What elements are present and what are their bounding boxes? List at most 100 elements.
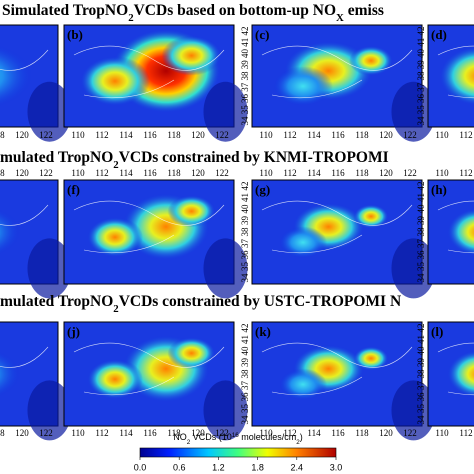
map-panel [251, 321, 436, 441]
lon-tick-label: 122 [403, 168, 417, 178]
lon-tick-label: 110 [71, 428, 85, 438]
lat-tick-label: 40 [240, 346, 250, 356]
lat-tick-label: 34 [240, 116, 250, 126]
lat-tick-label: 42 [416, 27, 426, 36]
lon-tick-label: 110 [435, 428, 449, 438]
colorbar-tick-label: 0.0 [134, 462, 147, 472]
panel-label: (g) [255, 182, 270, 197]
map-panel [0, 179, 72, 299]
concentration-area [0, 44, 33, 108]
lon-tick-label: 112 [95, 168, 108, 178]
concentration-area [87, 359, 143, 400]
lat-tick-label: 36 [416, 250, 426, 260]
text-part: mulated TropNO [0, 149, 113, 166]
concentration-area [161, 35, 222, 76]
boundary [261, 200, 413, 254]
lon-tick-label: 120 [379, 168, 393, 178]
concentration-area [279, 226, 327, 259]
lat-tick-label: 38 [416, 71, 426, 81]
map-panel [427, 321, 474, 427]
lon-tick-label: 120 [191, 428, 205, 438]
subscript: 2 [113, 303, 118, 315]
panel-label: (d) [431, 27, 447, 42]
lat-tick-label: 34 [416, 116, 426, 126]
lon-tick-label: 120 [379, 428, 393, 438]
lat-tick-label: 41 [416, 38, 426, 47]
lat-tick-label: 39 [416, 358, 426, 368]
lon-tick-label: 114 [307, 130, 321, 140]
lon-tick-label: 110 [435, 168, 449, 178]
concentration-area [80, 56, 150, 107]
map-panel [63, 321, 248, 441]
subscript: X [336, 12, 344, 24]
text-part: NO [173, 432, 187, 442]
lon-tick-label: 116 [331, 428, 345, 438]
lat-tick-label: 39 [240, 60, 250, 70]
lon-tick-label: 112 [95, 428, 108, 438]
lon-tick-label: 122 [215, 130, 229, 140]
map-panel [0, 321, 72, 441]
lat-tick-label: 42 [240, 27, 250, 36]
map-panel [63, 179, 248, 299]
coast-area [391, 380, 436, 441]
lat-tick-label: 41 [416, 193, 426, 202]
lat-tick-label: 40 [240, 204, 250, 214]
lon-tick-label: 112 [459, 168, 472, 178]
lon-tick-label: 116 [143, 428, 157, 438]
lat-tick-label: 42 [240, 324, 250, 333]
lon-tick-label: 118 [355, 130, 369, 140]
lon-tick-label: 112 [283, 130, 296, 140]
lon-tick-label: 120 [15, 130, 29, 140]
lat-tick-label: 37 [240, 82, 250, 92]
boundary [437, 200, 474, 254]
coast-area [203, 380, 248, 441]
coast-area [203, 238, 248, 299]
lon-tick-label: 122 [403, 428, 417, 438]
lat-tick-label: 39 [240, 216, 250, 226]
lon-tick-label: 116 [143, 130, 157, 140]
text-part: VCDs based on bottom-up NO [134, 2, 336, 19]
lon-tick-label: 122 [39, 428, 53, 438]
subscript: 2 [296, 439, 300, 446]
colorbar-tick-label: 0.6 [173, 462, 186, 472]
lat-tick-label: 36 [240, 94, 250, 104]
coast-area [391, 238, 436, 299]
boundary [73, 45, 225, 99]
concentration-area [167, 337, 216, 370]
lon-tick-label: 120 [379, 130, 393, 140]
lat-tick-label: 40 [416, 346, 426, 356]
panel-label: (c) [255, 27, 269, 42]
text-part: molecules/cm [239, 432, 297, 442]
lat-tick-label: 37 [416, 381, 426, 391]
subscript: 2 [187, 439, 191, 446]
lat-tick-label: 38 [240, 369, 250, 379]
row-title: mulated TropNO2VCDs constrained by USTC-… [0, 293, 401, 315]
concentration-area [447, 350, 474, 398]
coast-area [391, 81, 436, 142]
lon-tick-label: 118 [167, 168, 181, 178]
lat-tick-label: 39 [416, 60, 426, 70]
lat-tick-label: 37 [416, 239, 426, 249]
coast-area [27, 81, 72, 142]
lon-tick-label: 110 [435, 130, 449, 140]
lat-tick-label: 37 [416, 82, 426, 92]
lat-tick-label: 35 [240, 105, 250, 115]
lon-tick-label: 118 [167, 428, 181, 438]
lat-tick-label: 42 [416, 324, 426, 333]
lat-tick-label: 35 [240, 404, 250, 414]
boundary [0, 204, 49, 226]
boundary [0, 49, 49, 71]
panel-label: (f) [67, 182, 80, 197]
lat-tick-label: 36 [240, 392, 250, 402]
map-panel [63, 24, 248, 142]
lat-tick-label: 38 [240, 71, 250, 81]
lat-tick-label: 40 [416, 204, 426, 214]
coast-area [27, 380, 72, 441]
lon-tick-label: 112 [283, 428, 296, 438]
concentration-area [87, 217, 143, 258]
coast-area [27, 238, 72, 299]
lon-tick-label: 122 [215, 168, 229, 178]
lat-tick-label: 41 [240, 38, 250, 47]
colorbar-tick-label: 2.4 [291, 462, 304, 472]
